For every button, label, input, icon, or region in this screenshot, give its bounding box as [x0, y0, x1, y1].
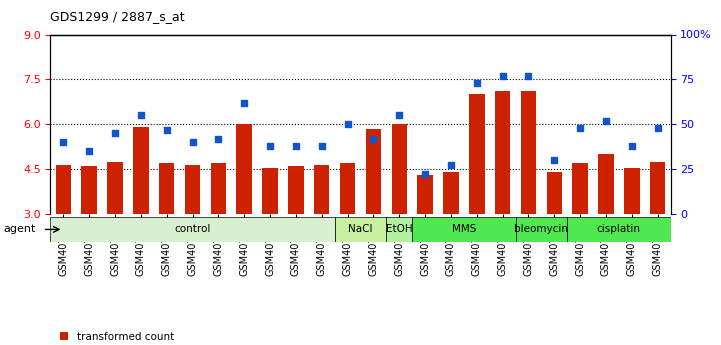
Point: [445, 163, 456, 168]
Point: [187, 139, 198, 145]
Point: [239, 100, 250, 106]
Bar: [211, 163, 226, 214]
Point: [549, 157, 560, 163]
Bar: [650, 161, 665, 214]
Bar: [567, 217, 671, 241]
Point: [497, 73, 508, 79]
Bar: [572, 163, 588, 214]
Text: cisplatin: cisplatin: [597, 225, 641, 234]
Point: [394, 112, 405, 118]
Point: [290, 143, 301, 148]
Point: [420, 172, 431, 177]
Text: MMS: MMS: [451, 225, 476, 234]
Point: [110, 130, 121, 136]
Point: [652, 125, 663, 130]
Bar: [159, 163, 174, 214]
Bar: [107, 161, 123, 214]
Point: [342, 121, 353, 127]
Point: [135, 112, 146, 118]
Bar: [133, 127, 149, 214]
Bar: [547, 172, 562, 214]
Point: [213, 136, 224, 141]
Text: NaCl: NaCl: [348, 225, 373, 234]
Bar: [81, 166, 97, 214]
Point: [58, 139, 69, 145]
Point: [316, 143, 327, 148]
Bar: [288, 166, 304, 214]
Bar: [495, 91, 510, 214]
Point: [265, 143, 276, 148]
Bar: [262, 168, 278, 214]
Point: [161, 127, 172, 132]
Bar: [314, 165, 329, 214]
Bar: [469, 94, 485, 214]
Point: [368, 136, 379, 141]
Text: agent: agent: [4, 225, 36, 234]
Text: EtOH: EtOH: [386, 225, 412, 234]
Bar: [392, 124, 407, 214]
Point: [600, 118, 611, 124]
Bar: [236, 124, 252, 214]
Bar: [335, 217, 386, 241]
Text: control: control: [174, 225, 211, 234]
Point: [626, 143, 637, 148]
Bar: [412, 217, 516, 241]
Bar: [50, 217, 335, 241]
Bar: [521, 91, 536, 214]
Text: GDS1299 / 2887_s_at: GDS1299 / 2887_s_at: [50, 10, 185, 23]
Bar: [340, 163, 355, 214]
Bar: [443, 172, 459, 214]
Bar: [386, 217, 412, 241]
Bar: [516, 217, 567, 241]
Point: [471, 80, 482, 86]
Point: [84, 148, 95, 154]
Bar: [598, 154, 614, 214]
Point: [523, 73, 534, 79]
Point: [575, 125, 586, 130]
Bar: [417, 175, 433, 214]
Bar: [56, 165, 71, 214]
Text: bleomycin: bleomycin: [514, 225, 568, 234]
Bar: [624, 168, 640, 214]
Bar: [185, 165, 200, 214]
Bar: [366, 129, 381, 214]
Legend: transformed count, percentile rank within the sample: transformed count, percentile rank withi…: [56, 328, 257, 345]
